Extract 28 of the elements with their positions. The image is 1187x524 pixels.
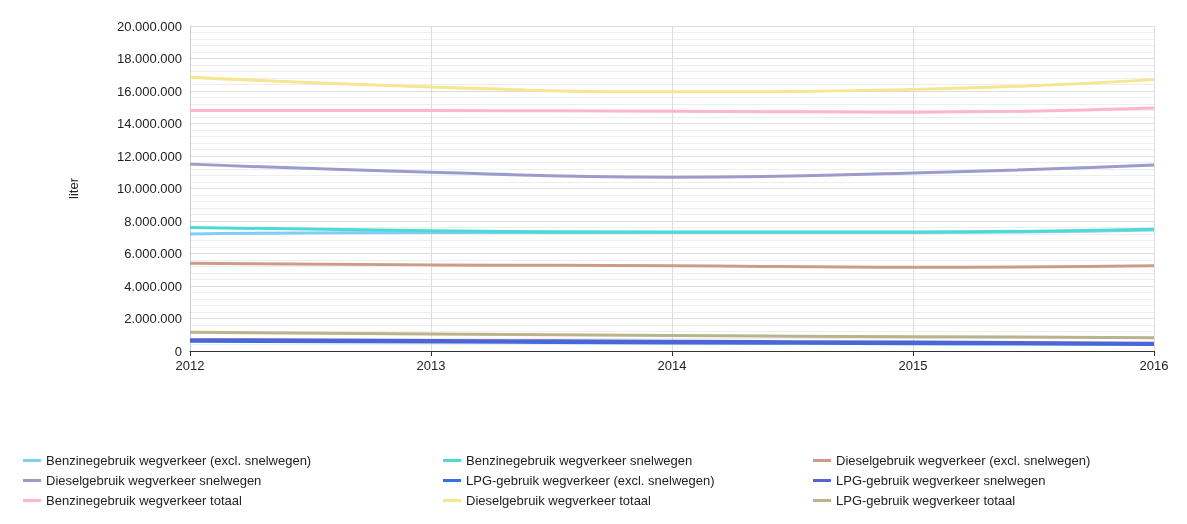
y-tick-label: 16.000.000 xyxy=(116,83,182,99)
legend-label: Benzinegebruik wegverkeer totaal xyxy=(46,493,242,508)
legend-label: LPG-gebruik wegverkeer totaal xyxy=(836,493,1016,508)
legend-label: LPG-gebruik wegverkeer snelwegen xyxy=(836,473,1046,488)
legend-label: Benzinegebruik wegverkeer (excl. snelwegen) xyxy=(46,453,312,468)
legend-label: Dieselgebruik wegverkeer totaal xyxy=(466,493,652,508)
y-tick-label: 14.000.000 xyxy=(116,116,182,131)
legend-label: Dieselgebruik wegverkeer (excl. snelwegen) xyxy=(836,453,1091,468)
x-tick-label: 2015 xyxy=(898,358,928,373)
x-tick-label: 2014 xyxy=(657,358,687,373)
y-tick-label: 2.000.000 xyxy=(124,311,182,326)
x-tick-label: 2013 xyxy=(416,358,446,373)
line-series xyxy=(188,162,1156,179)
y-tick-label: 0 xyxy=(174,343,182,359)
y-tick-label: 8.000.000 xyxy=(124,213,182,229)
y-tick-label: 18.000.000 xyxy=(116,51,182,66)
y-tick-label: 10.000.000 xyxy=(116,181,182,196)
y-tick-label: 4.000.000 xyxy=(124,278,182,294)
x-tick-label: 2016 xyxy=(1139,358,1169,373)
y-axis-title: liter xyxy=(66,177,81,199)
legend-label: Benzinegebruik wegverkeer snelwegen xyxy=(466,453,693,468)
x-tick-label: 2012 xyxy=(175,358,205,373)
y-tick-label: 20.000.000 xyxy=(116,18,182,34)
y-tick-label: 6.000.000 xyxy=(124,246,182,261)
legend-label: Dieselgebruik wegverkeer snelwegen xyxy=(46,473,262,488)
line-series xyxy=(188,75,1156,94)
y-tick-label: 12.000.000 xyxy=(116,148,182,164)
legend-label: LPG-gebruik wegverkeer (excl. snelwegen) xyxy=(466,473,715,488)
